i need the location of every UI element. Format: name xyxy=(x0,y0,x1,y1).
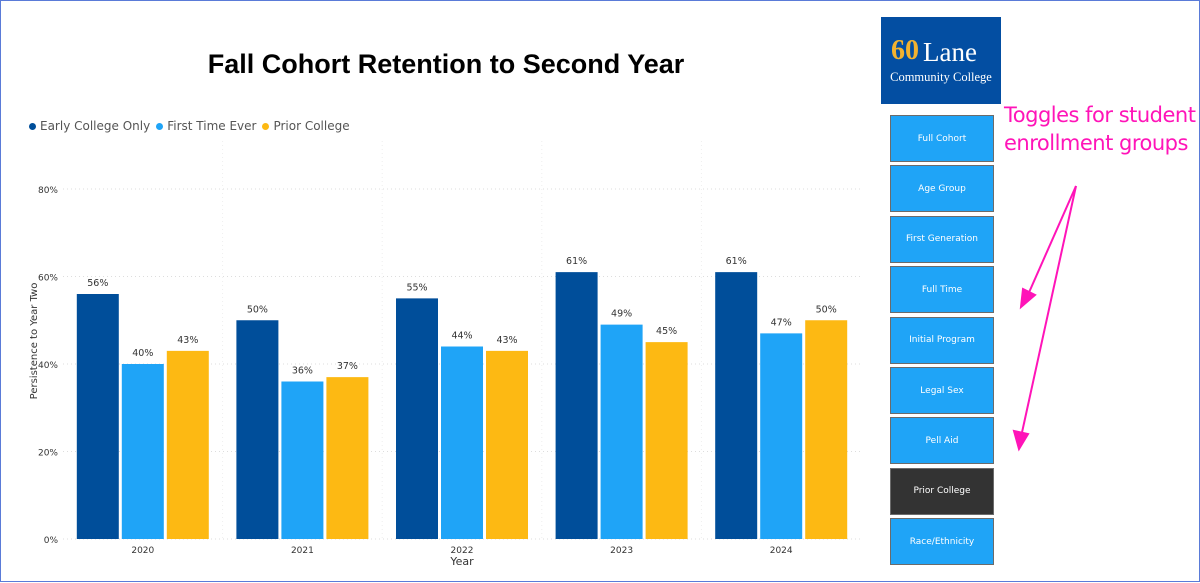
bar[interactable] xyxy=(236,320,279,539)
data-label: 43% xyxy=(177,335,198,346)
data-label: 50% xyxy=(247,304,268,315)
lane-logo: 60 Lane Community College xyxy=(881,17,1001,104)
y-tick-label: 60% xyxy=(38,274,58,284)
data-label: 55% xyxy=(406,282,427,293)
data-label: 37% xyxy=(337,361,358,372)
y-tick-label: 0% xyxy=(44,536,59,546)
bar[interactable] xyxy=(396,298,438,539)
y-tick-label: 20% xyxy=(38,449,58,459)
data-label: 61% xyxy=(726,256,747,267)
bar[interactable] xyxy=(715,272,758,539)
toggle-race-ethnicity[interactable]: Race/Ethnicity xyxy=(890,518,994,566)
bar[interactable] xyxy=(441,346,483,540)
legend-dot-icon xyxy=(262,122,270,130)
legend-item[interactable]: Early College Only xyxy=(29,119,150,133)
bar[interactable] xyxy=(555,272,598,539)
data-label: 40% xyxy=(132,348,153,359)
data-label: 61% xyxy=(566,256,587,267)
toggle-pell-aid[interactable]: Pell Aid xyxy=(890,417,994,465)
data-label: 50% xyxy=(816,304,837,315)
bar-chart: 0% 20% 40% 60% 80% 2020 56% 40% 43% 2021 50% 36% 37%… xyxy=(29,141,861,568)
data-label: 36% xyxy=(292,366,313,377)
legend-label: Early College Only xyxy=(40,119,151,133)
x-tick-label: 2021 xyxy=(291,546,314,556)
y-tick-label: 40% xyxy=(38,361,58,371)
x-tick-label: 2024 xyxy=(770,546,793,556)
data-label: 56% xyxy=(87,278,108,289)
x-axis-title: Year xyxy=(449,555,474,568)
chart-title: Fall Cohort Retention to Second Year xyxy=(207,49,685,79)
data-label: 49% xyxy=(611,309,632,320)
toggle-legal-sex[interactable]: Legal Sex xyxy=(890,367,994,414)
bar[interactable] xyxy=(645,342,688,539)
legend-item[interactable]: First Time Ever xyxy=(156,119,256,133)
bar[interactable] xyxy=(166,350,209,539)
bar[interactable] xyxy=(121,364,164,539)
toggle-full-cohort[interactable]: Full Cohort xyxy=(890,115,994,162)
legend: Early College Only First Time Ever Prior… xyxy=(29,119,350,133)
toggle-initial-program[interactable]: Initial Program xyxy=(890,316,994,364)
toggle-first-generation[interactable]: First Generation xyxy=(890,215,994,263)
legend-item[interactable]: Prior College xyxy=(262,119,350,133)
data-label: 43% xyxy=(496,335,517,346)
legend-dot-icon xyxy=(156,122,164,130)
y-tick-label: 80% xyxy=(38,186,58,196)
toggle-prior-college[interactable]: Prior College xyxy=(890,467,994,515)
data-label: 45% xyxy=(656,326,677,337)
toggle-full-time[interactable]: Full Time xyxy=(890,266,994,314)
bar[interactable] xyxy=(281,381,324,540)
y-axis-title: Persistence to Year Two xyxy=(29,283,40,400)
bar[interactable] xyxy=(326,377,369,539)
bar[interactable] xyxy=(486,350,528,539)
legend-label: Prior College xyxy=(273,119,350,133)
x-tick-label: 2020 xyxy=(131,546,154,556)
arrow-icon xyxy=(1020,185,1077,438)
annotation-text: Toggles for student enrollment groups xyxy=(1004,103,1196,155)
data-label: 47% xyxy=(771,317,792,328)
bar[interactable] xyxy=(76,294,119,539)
x-tick-label: 2023 xyxy=(610,546,633,556)
legend-label: First Time Ever xyxy=(167,119,257,133)
bar[interactable] xyxy=(760,333,803,539)
x-tick-label: 2022 xyxy=(451,546,474,556)
data-label: 44% xyxy=(451,331,472,342)
bar[interactable] xyxy=(805,320,848,539)
arrow-icon xyxy=(1026,185,1077,298)
legend-dot-icon xyxy=(29,122,36,130)
bar[interactable] xyxy=(600,324,643,539)
toggle-age-group[interactable]: Age Group xyxy=(890,165,994,213)
